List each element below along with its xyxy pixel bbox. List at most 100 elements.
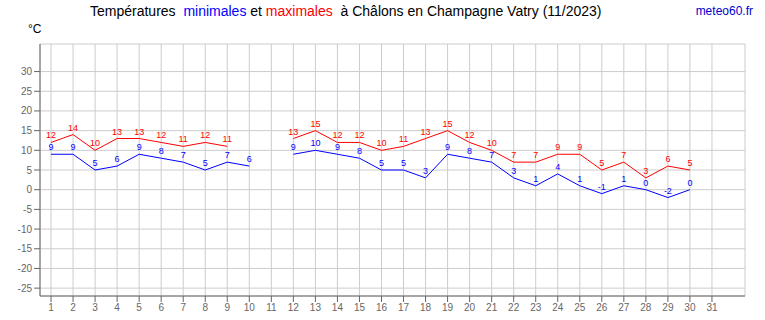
svg-text:12: 12 (156, 130, 166, 140)
svg-text:5: 5 (93, 158, 98, 168)
svg-text:1: 1 (48, 302, 54, 313)
svg-text:9: 9 (335, 142, 340, 152)
svg-text:5: 5 (203, 158, 208, 168)
svg-text:0: 0 (687, 178, 692, 188)
svg-text:10: 10 (21, 145, 33, 156)
svg-text:9: 9 (224, 302, 230, 313)
svg-text:9: 9 (137, 142, 142, 152)
svg-text:8: 8 (159, 146, 164, 156)
svg-text:25: 25 (21, 86, 33, 97)
svg-text:-5: -5 (23, 204, 32, 215)
svg-text:15: 15 (443, 119, 453, 129)
svg-text:8: 8 (467, 146, 472, 156)
svg-text:11: 11 (399, 134, 408, 144)
svg-text:12: 12 (200, 130, 210, 140)
svg-text:6: 6 (158, 302, 164, 313)
svg-text:5: 5 (136, 302, 142, 313)
svg-text:26: 26 (596, 302, 608, 313)
svg-text:10: 10 (244, 302, 256, 313)
svg-text:-20: -20 (18, 263, 33, 274)
svg-text:15: 15 (310, 119, 320, 129)
svg-text:20: 20 (21, 105, 33, 116)
svg-text:22: 22 (508, 302, 520, 313)
svg-text:2: 2 (70, 302, 76, 313)
svg-text:19: 19 (442, 302, 454, 313)
svg-text:29: 29 (662, 302, 674, 313)
svg-text:4: 4 (555, 162, 560, 172)
svg-text:5: 5 (599, 158, 604, 168)
svg-text:5: 5 (687, 158, 692, 168)
svg-text:1: 1 (533, 174, 538, 184)
svg-text:11: 11 (266, 302, 277, 313)
svg-text:7: 7 (533, 150, 538, 160)
svg-text:-10: -10 (18, 224, 33, 235)
svg-text:14: 14 (332, 302, 344, 313)
svg-text:5: 5 (401, 158, 406, 168)
svg-text:10: 10 (90, 138, 100, 148)
svg-text:9: 9 (555, 142, 560, 152)
svg-text:7: 7 (621, 150, 626, 160)
svg-text:12: 12 (332, 130, 342, 140)
svg-text:3: 3 (423, 166, 428, 176)
svg-text:25: 25 (574, 302, 586, 313)
svg-text:13: 13 (288, 127, 298, 137)
svg-text:5: 5 (379, 158, 384, 168)
svg-text:9: 9 (71, 142, 76, 152)
svg-text:3: 3 (92, 302, 98, 313)
svg-text:24: 24 (552, 302, 564, 313)
svg-text:31: 31 (706, 302, 718, 313)
svg-text:6: 6 (115, 154, 120, 164)
svg-text:10: 10 (310, 138, 320, 148)
svg-text:12: 12 (465, 130, 475, 140)
svg-text:20: 20 (464, 302, 476, 313)
svg-text:9: 9 (291, 142, 296, 152)
svg-text:-15: -15 (18, 243, 33, 254)
svg-text:1: 1 (577, 174, 582, 184)
svg-text:-2: -2 (664, 186, 672, 196)
svg-text:7: 7 (181, 150, 186, 160)
svg-text:6: 6 (665, 154, 670, 164)
svg-text:17: 17 (398, 302, 410, 313)
svg-text:21: 21 (486, 302, 498, 313)
svg-text:3: 3 (643, 166, 648, 176)
svg-text:7: 7 (511, 150, 516, 160)
svg-text:1: 1 (621, 174, 626, 184)
svg-text:8: 8 (357, 146, 362, 156)
svg-text:6: 6 (247, 154, 252, 164)
svg-text:7: 7 (225, 150, 230, 160)
svg-text:5: 5 (26, 165, 32, 176)
svg-text:15: 15 (354, 302, 366, 313)
svg-text:9: 9 (49, 142, 54, 152)
svg-text:-25: -25 (18, 283, 33, 294)
svg-text:13: 13 (421, 127, 431, 137)
svg-text:7: 7 (180, 302, 186, 313)
svg-text:7: 7 (489, 150, 494, 160)
svg-text:9: 9 (445, 142, 450, 152)
svg-text:30: 30 (21, 66, 33, 77)
svg-text:0: 0 (26, 184, 32, 195)
svg-text:13: 13 (310, 302, 322, 313)
svg-text:12: 12 (288, 302, 300, 313)
svg-text:23: 23 (530, 302, 542, 313)
svg-text:18: 18 (420, 302, 432, 313)
svg-text:8: 8 (202, 302, 208, 313)
svg-text:12: 12 (354, 130, 364, 140)
svg-text:16: 16 (376, 302, 388, 313)
svg-text:9: 9 (577, 142, 582, 152)
svg-text:11: 11 (223, 134, 232, 144)
svg-text:12: 12 (46, 130, 56, 140)
svg-text:27: 27 (618, 302, 630, 313)
svg-text:0: 0 (643, 178, 648, 188)
svg-text:3: 3 (511, 166, 516, 176)
svg-text:30: 30 (684, 302, 696, 313)
svg-text:13: 13 (112, 127, 122, 137)
svg-text:10: 10 (376, 138, 386, 148)
svg-text:10: 10 (487, 138, 497, 148)
svg-text:-1: -1 (598, 182, 606, 192)
svg-text:4: 4 (114, 302, 120, 313)
svg-text:15: 15 (21, 125, 33, 136)
svg-text:13: 13 (134, 127, 144, 137)
svg-text:11: 11 (179, 134, 188, 144)
svg-text:28: 28 (640, 302, 652, 313)
svg-text:14: 14 (68, 123, 78, 133)
